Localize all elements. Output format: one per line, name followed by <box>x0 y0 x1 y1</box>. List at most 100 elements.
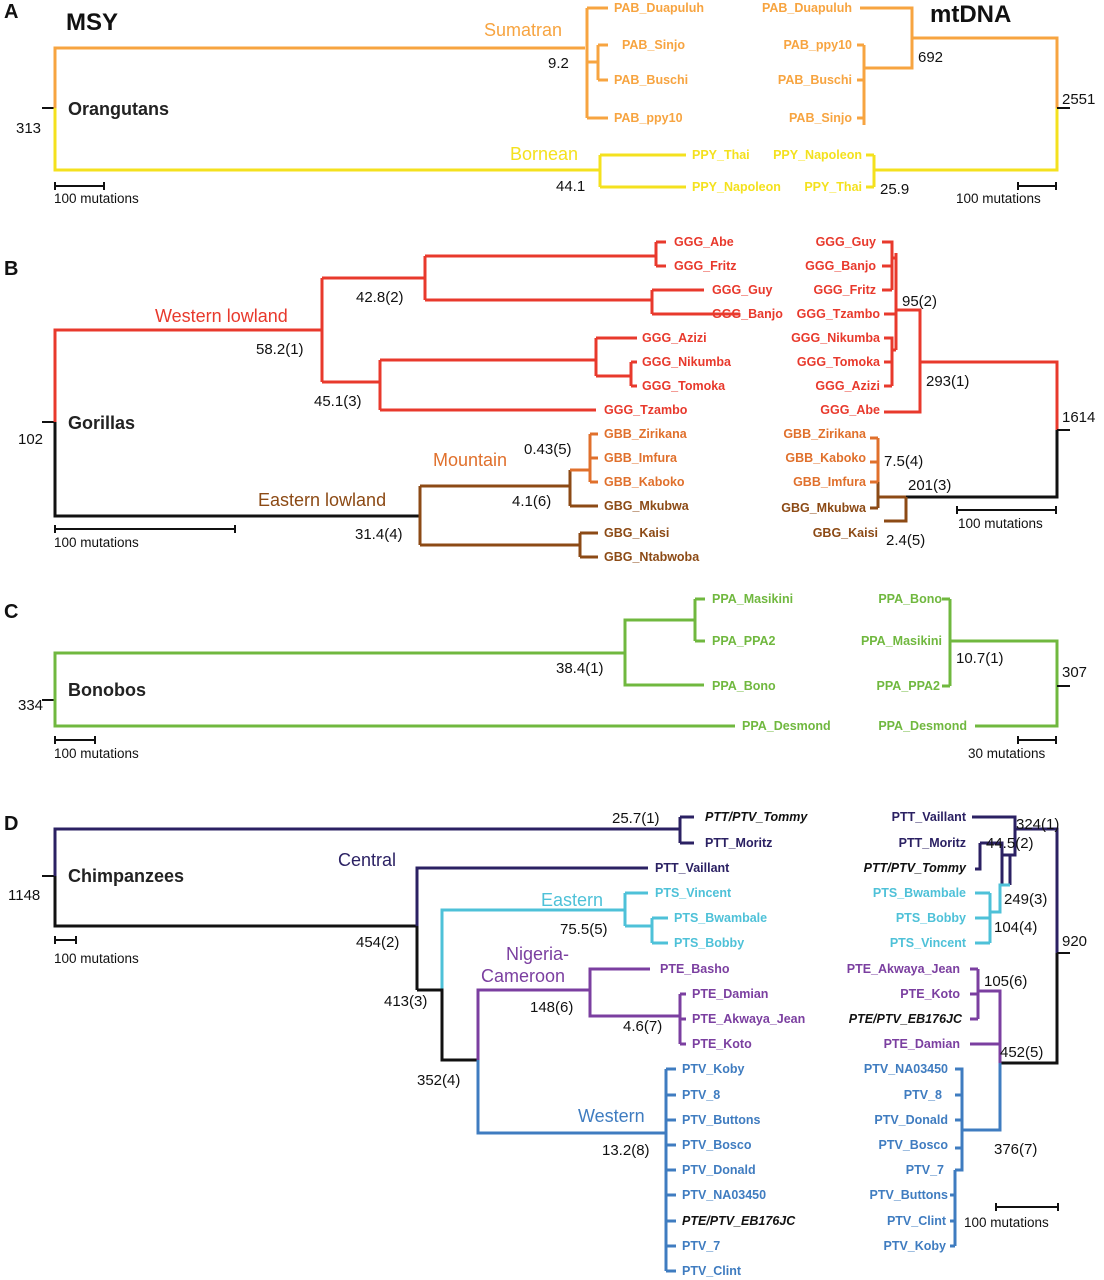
scale-bar <box>54 525 236 533</box>
node-value: 31.4(4) <box>355 526 403 543</box>
msy-tips-sumatran <box>587 6 608 120</box>
leaf-label: PAB_Buschi <box>778 73 852 87</box>
leaf-label: PTS_Vincent <box>655 886 732 900</box>
node-value: 0.43(5) <box>524 441 572 458</box>
leaf-label: PPA_Masikini <box>861 634 942 648</box>
group-label: Bonobos <box>68 680 146 700</box>
clade-label-western: Western lowland <box>155 306 288 326</box>
leaf-label: PPY_Thai <box>804 180 862 194</box>
leaf-label: GBG_Kaisi <box>813 526 878 540</box>
clade-label-mountain: Mountain <box>433 450 507 470</box>
leaf-label: PTV_8 <box>904 1088 942 1102</box>
leaf-label: PTT_Moritz <box>705 836 772 850</box>
group-label: Chimpanzees <box>68 866 184 886</box>
leaf-label: PPY_Thai <box>692 148 750 162</box>
node-value: 452(5) <box>1000 1044 1043 1061</box>
root-value: 102 <box>18 431 43 448</box>
node-value: 201(3) <box>908 477 951 494</box>
leaf-label: GGG_Fritz <box>813 283 876 297</box>
node-value: 10.7(1) <box>956 650 1004 667</box>
msy-tips-tommy <box>678 815 694 845</box>
msy-tips-abe-fritz <box>654 240 666 268</box>
leaf-label: GBB_Imfura <box>793 475 867 489</box>
leaf-label: GBB_Imfura <box>604 451 678 465</box>
mt-branch-nigeria <box>970 967 1002 1063</box>
group-label: Orangutans <box>68 99 169 119</box>
leaf-label: GGG_Tzambo <box>604 403 688 417</box>
leaf-label: PTV_Clint <box>682 1264 742 1278</box>
mt-tips-guy <box>882 240 896 292</box>
leaf-label: GBG_Mkubwa <box>604 499 690 513</box>
scale-bar <box>54 936 77 944</box>
node-value: 42.8(2) <box>356 289 404 306</box>
leaf-label: GGG_Tzambo <box>797 307 881 321</box>
leaf-label: GBB_Kaboko <box>785 451 866 465</box>
leaf-label: GGG_Tomoka <box>797 355 881 369</box>
mtdna-title: mtDNA <box>930 1 1011 28</box>
leaf-label: PPA_Desmond <box>742 719 831 733</box>
mt-node-eastern <box>870 470 908 523</box>
scale-label: 100 mutations <box>54 535 139 550</box>
msy-tips-western <box>664 1067 676 1273</box>
mt-branch-bornean <box>866 108 1059 189</box>
panel-letter: B <box>4 258 18 280</box>
mt-node-mountain <box>870 436 880 484</box>
node-value: 4.6(7) <box>623 1018 662 1035</box>
leaf-label: PAB_Buschi <box>614 73 688 87</box>
msy-tips-guy-banjo <box>650 288 740 316</box>
clade-label-nigeria: Nigeria- <box>506 944 569 964</box>
msy-node-mid <box>417 988 478 1062</box>
scale-label: 100 mutations <box>958 516 1043 531</box>
node-value: 413(3) <box>384 993 427 1010</box>
leaf-label: GBB_Kaboko <box>604 475 685 489</box>
node-value: 920 <box>1062 933 1087 950</box>
leaf-label: GGG_Banjo <box>712 307 783 321</box>
leaf-label: PTE_Koto <box>692 1037 752 1051</box>
leaf-label: PTV_Koby <box>883 1239 946 1253</box>
leaf-label: PTV_Buttons <box>682 1113 761 1127</box>
leaf-label: GBG_Ntabwoba <box>604 550 700 564</box>
scale-label: 100 mutations <box>54 191 139 206</box>
mt-branch-western <box>955 1063 1002 1148</box>
scale-bar <box>54 736 96 744</box>
panel-b: B 102 Gorillas Western lowland 58.2(1) 4… <box>4 235 1095 564</box>
group-label: Gorillas <box>68 413 135 433</box>
leaf-label: PPY_Napoleon <box>773 148 862 162</box>
msy-branch-eastern <box>440 908 625 990</box>
leaf-label: PPA_Bono <box>712 679 776 693</box>
leaf-label: GGG_Azizi <box>815 379 880 393</box>
leaf-label: PAB_Sinjo <box>789 111 852 125</box>
node-value: 7.5(4) <box>884 453 923 470</box>
msy-branch-bornean <box>53 108 600 172</box>
leaf-label: GBG_Mkubwa <box>781 501 867 515</box>
msy-node-abe-guy <box>423 254 656 302</box>
clade-label-cameroon: Cameroon <box>481 966 565 986</box>
clade-label-central: Central <box>338 850 396 870</box>
node-value: 376(7) <box>994 1141 1037 1158</box>
node-value: 307 <box>1062 664 1087 681</box>
node-value: 692 <box>918 49 943 66</box>
mt-branch-central <box>972 815 1059 953</box>
leaf-label: GGG_Fritz <box>674 259 737 273</box>
msy-tips-kaisi <box>578 531 598 559</box>
msy-branch-main <box>53 876 417 928</box>
node-value: 25.7(1) <box>612 810 660 827</box>
node-value: 95(2) <box>902 293 937 310</box>
node-value: 105(6) <box>984 973 1027 990</box>
node-value: 1614 <box>1062 409 1095 426</box>
msy-tips-nigeria <box>678 992 686 1046</box>
leaf-label: GGG_Azizi <box>642 331 707 345</box>
msy-branch-sumatran <box>53 46 585 108</box>
leaf-label: GGG_Guy <box>816 235 876 249</box>
leaf-label: GGG_Guy <box>712 283 772 297</box>
leaf-label: PTV_Donald <box>682 1163 756 1177</box>
scale-label: 100 mutations <box>54 746 139 761</box>
msy-branch-desmond <box>53 700 735 728</box>
node-value: 58.2(1) <box>256 341 304 358</box>
node-value: 38.4(1) <box>556 660 604 677</box>
panel-letter: A <box>4 1 18 23</box>
node-value: 104(4) <box>994 919 1037 936</box>
node-value: 25.9 <box>880 181 909 198</box>
msy-branch-western <box>476 1060 666 1135</box>
